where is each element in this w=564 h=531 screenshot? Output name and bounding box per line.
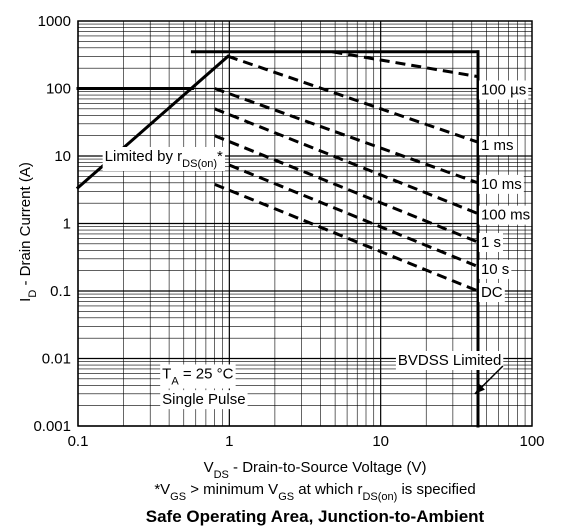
curve-label: 10 s [481,261,509,278]
annotation-background [160,390,248,410]
series-1-ms [227,54,479,144]
series-1-s [214,134,479,244]
annotations: 100 µs 1 ms 10 ms 100 ms 1 s 10 s DC Limited by… [102,80,533,410]
annotation-background [478,174,524,194]
curve-label: 1 ms [481,137,514,154]
annotation-background [478,283,505,302]
annotation-background [478,233,503,253]
curve-label: 10 ms [481,176,522,193]
single-pulse-label: Single Pulse [162,391,245,408]
series-10-ms [214,87,479,185]
annotation-background [478,80,529,100]
curve-label: 100 µs [481,82,526,99]
bvdss-arrow-head [475,383,485,394]
x-tick-label: 0.1 [68,433,89,450]
pulse-curves [214,50,479,293]
curve-label: 1 s [481,234,501,251]
annotation-background [102,147,226,171]
curve-label: DC [481,284,503,301]
y-tick-label: 0.01 [42,351,71,368]
x-tick-label: 100 [519,433,544,450]
y-axis-label: ID - Drain Current (A) [17,162,39,302]
annotation-background [478,259,512,279]
y-tick-label: 1000 [38,13,71,30]
y-tick-label: 0.001 [33,418,71,435]
series-100-ms [214,107,479,215]
plot-frame [77,20,533,427]
y-tick-label: 0.1 [50,283,71,300]
annotation-background [395,351,504,371]
annotation-background [478,205,533,225]
y-tick-label: 1 [63,216,71,233]
series-dc [214,183,479,293]
annotation-background [160,364,236,389]
series-100-s [332,50,479,79]
y-tick-label: 100 [46,81,71,98]
tick-labels: 0.1 1 10 100 1000 100 10 1 0.1 0.01 0.001 [33,13,544,450]
footnote: *VGS > minimum VGS at which rDS(on) is s… [154,481,475,503]
curve-label: 100 ms [481,207,530,224]
y-tick-label: 10 [54,148,71,165]
annotation-background [478,136,516,156]
rds-limit-label: Limited by rDS(on)* [105,148,223,170]
x-tick-label: 10 [372,433,389,450]
bvdss-limited-label: BVDSS Limited [398,352,501,369]
x-axis-label: VDS - Drain-to-Source Voltage (V) [204,459,427,481]
ambient-temperature-label: TA = 25 °C [162,365,233,387]
x-tick-label: 1 [225,433,233,450]
chart-title: Safe Operating Area, Junction-to-Ambient [146,507,485,526]
